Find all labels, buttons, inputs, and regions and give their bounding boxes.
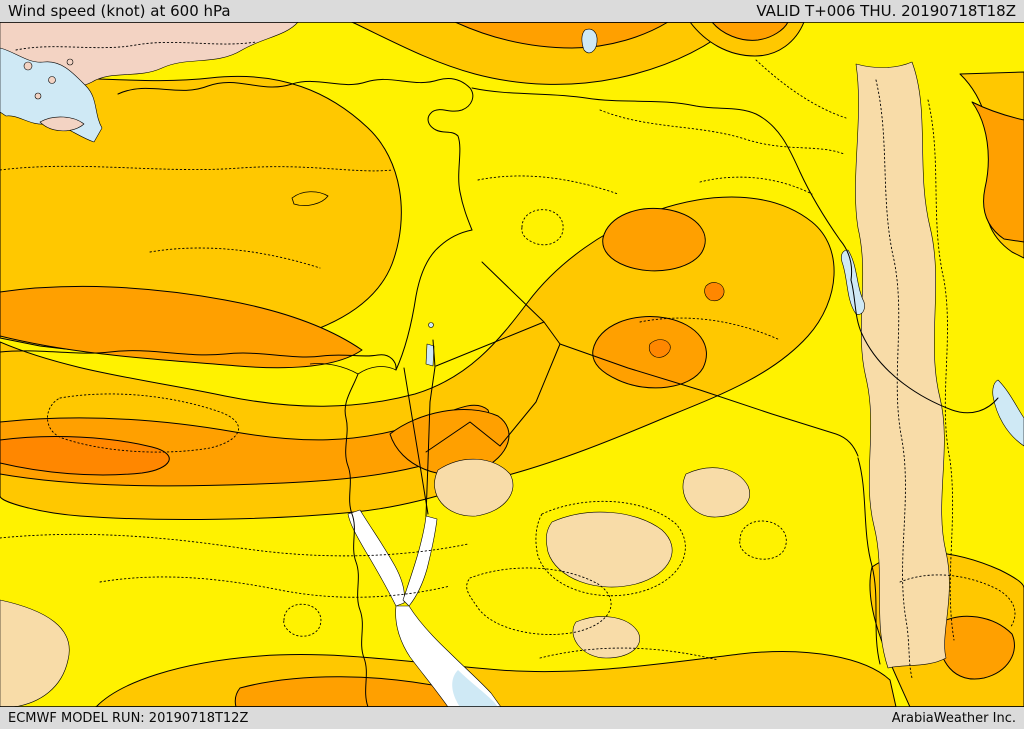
- wind-speed-map: [0, 22, 1024, 707]
- wind-core-left-deep: [0, 436, 170, 476]
- dotted-contour-15: [739, 520, 787, 560]
- wind-core-east-upper: [602, 207, 706, 272]
- header-bar: Wind speed (knot) at 600 hPa VALID T+006…: [0, 0, 1024, 22]
- sea-of-galilee: [428, 322, 434, 328]
- jordan-valley-border: [425, 339, 436, 517]
- dotted-contour-2: [149, 247, 321, 269]
- dotted-contour-layer: [0, 41, 1016, 679]
- dotted-contour-6: [755, 59, 847, 119]
- aegean-island-2: [48, 76, 56, 84]
- aegean-island-1: [23, 61, 33, 71]
- dotted-contour-19: [699, 176, 813, 195]
- dotted-contour-14: [521, 209, 564, 246]
- dotted-contour-9: [539, 647, 719, 661]
- wind-core-top-right-small: [711, 22, 789, 41]
- coastline-border-layer: [0, 22, 1024, 707]
- dotted-contour-11: [15, 41, 257, 51]
- dotted-contour-13: [477, 175, 619, 195]
- dotted-contour-3: [466, 567, 612, 635]
- wind-core-sinai: [389, 409, 510, 476]
- calm-blob-center-4: [572, 616, 640, 659]
- aegean-island-3: [66, 58, 74, 66]
- dead-sea: [425, 343, 435, 367]
- calm-band-southwest-corner: [0, 599, 70, 707]
- syria-iraq-border: [481, 261, 561, 345]
- iraq-saudi-border: [559, 343, 859, 457]
- map-title: Wind speed (knot) at 600 hPa: [8, 2, 231, 20]
- map-area: [0, 22, 1024, 707]
- turkey-syria-iraq-border: [471, 87, 853, 281]
- dotted-contour-7: [47, 393, 239, 453]
- wind-core-bottom-right: [937, 615, 1015, 680]
- dotted-contour-16: [283, 603, 322, 637]
- dotted-contour-8: [0, 533, 469, 557]
- aegean-sea: [0, 47, 103, 143]
- levant-coastline: [395, 229, 473, 371]
- aegean-island-4: [34, 92, 42, 100]
- dotted-contour-18: [99, 576, 451, 598]
- egypt-israel-border: [403, 367, 429, 515]
- red-sea-south-water: [452, 670, 498, 707]
- calm-blob-center-1: [434, 458, 514, 517]
- model-run-label: ECMWF MODEL RUN: 20190718T12Z: [8, 710, 249, 726]
- turkey-coastline: [117, 77, 474, 231]
- egypt-mediterranean-coastline: [0, 350, 397, 371]
- crete-island: [39, 116, 85, 132]
- persian-gulf-east: [992, 379, 1024, 447]
- valid-time-label: VALID T+006 THU. 20190718T18Z: [756, 2, 1016, 20]
- cyprus-island-outline: [291, 191, 329, 206]
- jordan-saudi-border: [425, 343, 561, 453]
- wind-speck-deep-1: [648, 339, 671, 358]
- wind-core-top-strip: [454, 22, 669, 49]
- wind-core-east-lower: [592, 316, 707, 389]
- dotted-contour-17: [639, 317, 781, 341]
- water-layer: [0, 28, 1024, 707]
- red-sea: [395, 605, 502, 707]
- dotted-contour-4: [875, 79, 913, 679]
- wind-core-coastal-orange: [0, 285, 363, 369]
- lake-tuz: [581, 28, 598, 54]
- wind-core-far-right: [971, 101, 1024, 243]
- footer-bar: ECMWF MODEL RUN: 20190718T12Z ArabiaWeat…: [0, 707, 1024, 729]
- calm-blob-center-2: [546, 511, 673, 588]
- wind-speck-deep-2: [704, 282, 725, 302]
- dotted-contour-5: [927, 99, 955, 641]
- calm-blob-center-3: [682, 467, 750, 518]
- brand-label: ArabiaWeather Inc.: [891, 710, 1016, 726]
- syria-jordan-border: [435, 321, 545, 367]
- gulf-of-suez: [347, 509, 405, 607]
- gulf-coastline-north: [850, 279, 999, 414]
- nile-river: [344, 373, 369, 707]
- wind-fill-layer: [0, 22, 1024, 707]
- gulf-coastline-south: [857, 457, 881, 665]
- nile-delta-east-branch: [357, 366, 397, 375]
- dotted-contour-10: [535, 500, 686, 597]
- nile-delta-west-branch: [309, 363, 359, 375]
- wind-band-top-strip: [351, 22, 739, 85]
- dotted-contour-20: [899, 574, 1016, 629]
